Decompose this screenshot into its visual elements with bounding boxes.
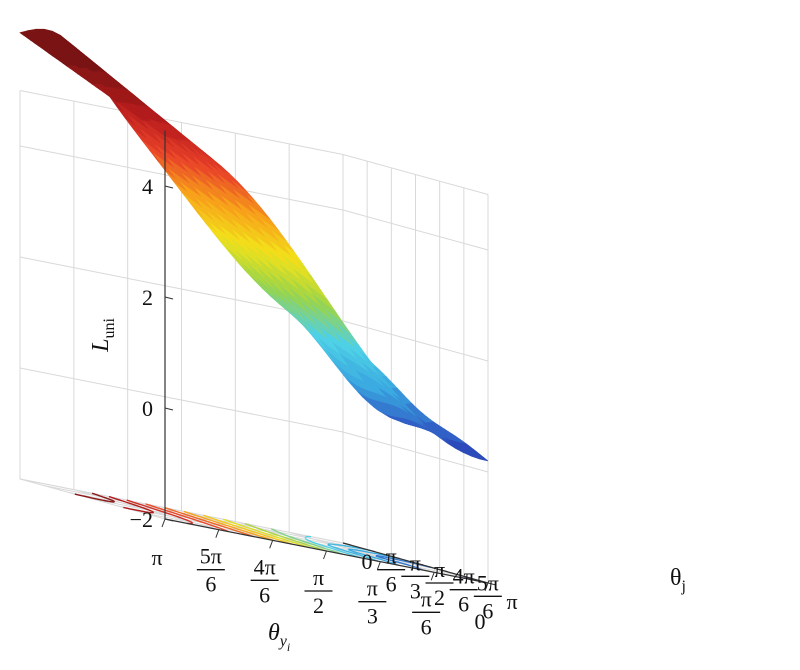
y-tick-label-den: 6 bbox=[458, 592, 469, 617]
x-tick-label: π bbox=[151, 545, 162, 570]
y-tick-label: 0 bbox=[362, 549, 373, 574]
contour-line bbox=[183, 510, 274, 542]
y-tick-label-num: π bbox=[410, 550, 421, 575]
z-tick-label: 4 bbox=[142, 174, 153, 199]
x-tick-label-den: 3 bbox=[367, 604, 378, 629]
y-tick-label: π bbox=[506, 589, 517, 614]
x-tick-label-den: 6 bbox=[259, 582, 270, 607]
y-tick-label-num: π bbox=[386, 544, 397, 569]
z-tick bbox=[164, 518, 174, 522]
grid-line bbox=[19, 478, 166, 520]
grid-line bbox=[44, 485, 368, 551]
z-tick bbox=[164, 296, 174, 300]
y-axis-label-main: θ bbox=[670, 565, 682, 591]
y-tick bbox=[439, 569, 448, 573]
y-tick-label-den: 3 bbox=[410, 578, 421, 603]
x-tick-label-num: π bbox=[421, 586, 432, 611]
contour-line bbox=[270, 528, 343, 555]
y-axis-line bbox=[342, 542, 489, 584]
x-tick-label-den: 6 bbox=[205, 572, 216, 597]
z-axis-label: Luni bbox=[88, 318, 118, 353]
grid-line bbox=[342, 154, 489, 195]
x-tick-label: 0 bbox=[475, 609, 486, 634]
x-tick-label-num: 5π bbox=[200, 544, 222, 569]
surface bbox=[19, 28, 489, 462]
z-tick bbox=[164, 407, 174, 411]
grid-line bbox=[19, 478, 344, 544]
x-tick bbox=[484, 582, 489, 592]
x-axis-label: θyi bbox=[268, 620, 290, 654]
z-tick-label: 2 bbox=[142, 285, 153, 310]
x-tick-label-num: π bbox=[367, 576, 378, 601]
y-tick bbox=[415, 562, 424, 566]
contour-line bbox=[108, 495, 155, 514]
x-tick bbox=[430, 572, 435, 581]
x-axis-line bbox=[164, 518, 489, 584]
y-tick-label-den: 6 bbox=[386, 572, 397, 597]
x-tick-label-den: 6 bbox=[421, 614, 432, 639]
y-tick bbox=[391, 555, 400, 559]
y-tick-label-den: 2 bbox=[434, 585, 445, 610]
z-tick bbox=[164, 185, 174, 189]
z-axis-label-sub: uni bbox=[101, 318, 118, 339]
z-tick-label: 0 bbox=[142, 396, 153, 421]
y-tick bbox=[463, 575, 472, 579]
x-tick bbox=[215, 529, 220, 538]
x-tick bbox=[323, 550, 327, 560]
z-axis-label-main: L bbox=[88, 339, 114, 353]
x-tick-label-num: π bbox=[313, 565, 324, 590]
y-tick bbox=[342, 542, 352, 546]
y-axis-label-sub: j bbox=[681, 578, 686, 595]
y-tick-label-num: 5π bbox=[477, 570, 499, 595]
y-tick-label-den: 6 bbox=[482, 598, 493, 623]
x-axis-label-subsub: i bbox=[287, 640, 290, 654]
x-axis-label-main: θ bbox=[268, 620, 280, 646]
x-tick-label-den: 2 bbox=[313, 593, 324, 618]
contour-line bbox=[304, 535, 361, 559]
surface-patch bbox=[161, 133, 174, 139]
x-tick bbox=[376, 561, 381, 570]
y-tick-label-num: π bbox=[434, 557, 445, 582]
x-tick-label-num: 4π bbox=[254, 554, 276, 579]
y-tick-label-num: 4π bbox=[453, 564, 475, 589]
x-tick bbox=[161, 518, 166, 528]
y-tick bbox=[367, 549, 376, 553]
grid bbox=[19, 90, 489, 584]
x-axis-label-sub: y bbox=[278, 633, 288, 650]
y-axis-label: θj bbox=[670, 565, 686, 595]
x-tick bbox=[269, 540, 274, 549]
z-tick-label: −2 bbox=[130, 507, 153, 532]
y-tick bbox=[487, 582, 497, 586]
contour-line bbox=[74, 492, 116, 503]
